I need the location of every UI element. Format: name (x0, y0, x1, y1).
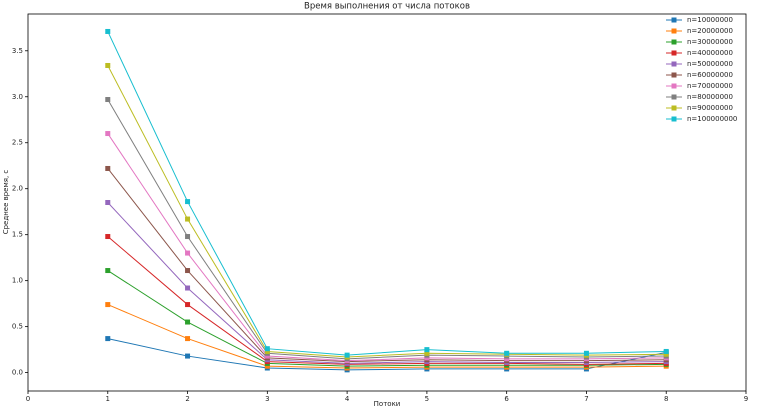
point (424, 350, 430, 356)
point (185, 336, 191, 342)
series-line (107, 168, 667, 363)
x-tick-label: 6 (504, 395, 509, 403)
series-line (107, 236, 667, 365)
point (663, 351, 669, 357)
point (185, 319, 191, 325)
x-tick-label: 8 (664, 395, 668, 403)
y-tick-label: 3.5 (12, 47, 23, 55)
point (264, 363, 270, 369)
series-line (107, 338, 667, 371)
point (185, 268, 191, 274)
point (185, 199, 191, 205)
chart-title: Время выполнения от числа потоков (304, 2, 470, 12)
y-tick-label: 0.5 (12, 323, 23, 331)
point (105, 97, 111, 103)
legend-label: n=90000000 (687, 104, 733, 112)
point (424, 355, 430, 361)
point (185, 353, 191, 359)
series-line (107, 133, 667, 362)
point (424, 347, 430, 353)
point (185, 250, 191, 256)
x-tick-label: 2 (185, 395, 189, 403)
point (264, 353, 270, 359)
point (504, 350, 510, 356)
point (105, 234, 111, 240)
legend-label: n=70000000 (687, 82, 733, 90)
series-line (107, 304, 667, 369)
x-tick-label: 3 (265, 395, 269, 403)
legend-label: n=10000000 (687, 16, 733, 24)
y-tick-label: 2.5 (12, 139, 23, 147)
y-tick-label: 0.0 (12, 369, 23, 377)
legend-marker (671, 61, 677, 67)
point (105, 302, 111, 308)
series-line (107, 65, 667, 358)
x-axis-label: Потоки (374, 400, 401, 407)
point (264, 346, 270, 352)
legend-marker (671, 39, 677, 45)
legend-marker (671, 28, 677, 34)
y-tick-label: 1.0 (12, 277, 23, 285)
plot-frame (27, 13, 747, 392)
point (264, 348, 270, 354)
legend-marker (671, 50, 677, 56)
x-tick-label: 4 (345, 395, 350, 403)
x-tick-label: 7 (584, 395, 588, 403)
series-line (107, 31, 667, 356)
point (105, 336, 111, 342)
point (344, 352, 350, 358)
point (105, 28, 111, 34)
series-line (107, 270, 667, 367)
x-tick-label: 1 (106, 395, 110, 403)
legend-marker (671, 83, 677, 89)
point (583, 350, 589, 356)
legend-marker (671, 94, 677, 100)
point (105, 200, 111, 205)
point (185, 302, 191, 308)
series-line (107, 202, 667, 364)
y-tick-label: 3.0 (12, 93, 23, 101)
point (663, 348, 669, 354)
legend-label: n=60000000 (687, 71, 733, 79)
legend-label: n=40000000 (687, 49, 733, 57)
x-tick-label: 9 (744, 395, 748, 403)
series-line (107, 99, 667, 360)
y-axis-label: Среднее время, с (2, 170, 10, 235)
point (185, 234, 191, 240)
legend-label: n=30000000 (687, 38, 733, 46)
point (105, 62, 111, 68)
legend-marker (671, 105, 677, 111)
point (185, 285, 191, 291)
legend-label: n=20000000 (687, 27, 733, 35)
legend-marker (671, 72, 677, 78)
legend-label: n=50000000 (687, 60, 733, 68)
legend-marker (671, 116, 677, 122)
legend-label: n=80000000 (687, 93, 733, 101)
legend-label: n=100000000 (687, 115, 737, 123)
point (185, 216, 191, 222)
point (105, 268, 111, 274)
x-tick-label: 0 (26, 395, 30, 403)
point (105, 165, 111, 171)
y-tick-label: 1.5 (12, 231, 23, 239)
point (105, 131, 111, 137)
point (504, 356, 510, 362)
legend-marker (671, 17, 677, 23)
y-tick-label: 2.0 (12, 185, 23, 193)
x-tick-label: 5 (425, 395, 429, 403)
